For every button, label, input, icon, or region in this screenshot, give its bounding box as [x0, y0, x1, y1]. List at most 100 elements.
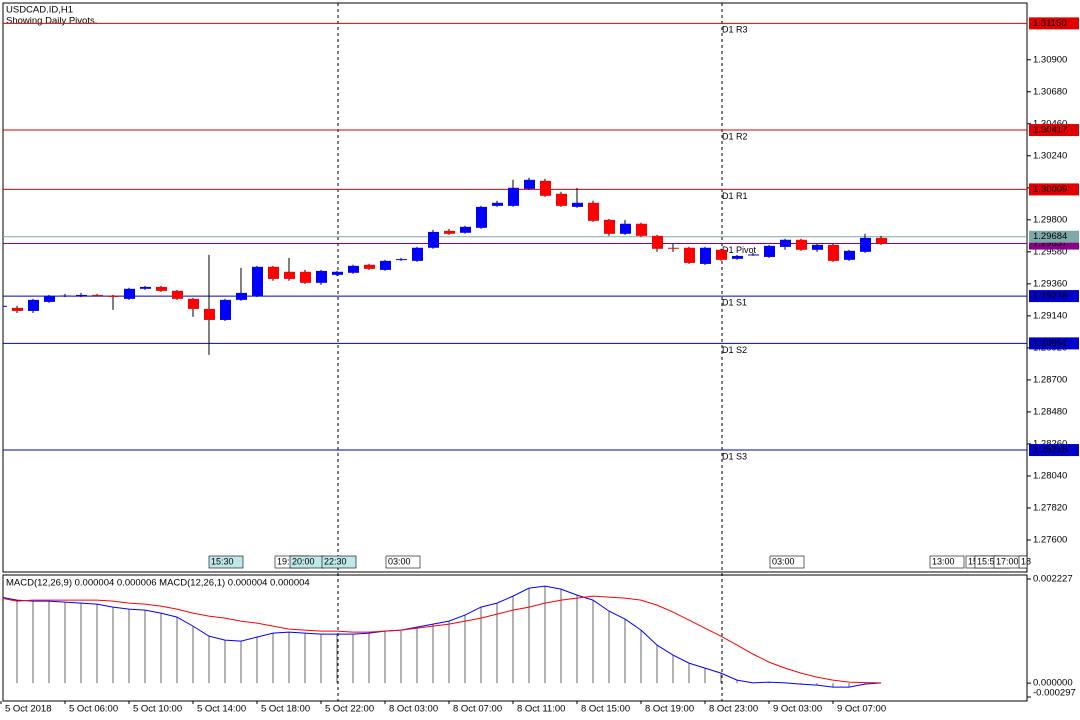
main-plot: D1 R3 D1 R2 D1 R1 D1 Pivot D1 S1 D1 S2 D1 S3 — [3, 22, 1027, 461]
pivot-name: D1 S1 — [722, 297, 747, 307]
time-marker-label: 18 — [1021, 556, 1031, 566]
candle-body — [476, 206, 487, 228]
candle-body — [812, 244, 823, 250]
time-marker-label: 19: — [277, 556, 290, 566]
candle-body — [540, 180, 551, 196]
x-tick-label: 8 Oct 23:00 — [709, 704, 758, 715]
candle-body — [492, 202, 503, 206]
signal-line — [3, 595, 882, 684]
candle-body — [796, 239, 807, 250]
y-tick-label: 1.30460 — [1033, 118, 1067, 129]
candle-body — [636, 223, 647, 236]
candle-body — [12, 307, 23, 311]
time-marker-label: 15:30 — [211, 556, 234, 566]
candle-body — [60, 295, 71, 297]
time-marker — [1018, 555, 1028, 569]
y-tick-label: 0.000000 — [1033, 678, 1073, 689]
x-tick-label: 8 Oct 03:00 — [389, 704, 438, 715]
x-tick-label: 5 Oct 22:00 — [325, 704, 374, 715]
x-tick-label: 5 Oct 10:00 — [133, 704, 182, 715]
x-tick-label: 9 Oct 07:00 — [837, 704, 886, 715]
candle-body — [732, 255, 743, 259]
candle-body — [3, 305, 7, 307]
symbol: USDCAD.ID,H1 — [6, 5, 73, 16]
y-tick-label: 1.28260 — [1033, 438, 1067, 449]
price-box — [1029, 17, 1079, 30]
candle-body — [860, 237, 871, 252]
candle-body — [412, 247, 423, 261]
x-tick-label: 5 Oct 2018 — [5, 704, 51, 715]
y-tick-label: 1.27820 — [1033, 502, 1067, 513]
candle-body — [76, 294, 87, 296]
price-box-label: 1.28218 — [1033, 445, 1067, 456]
candle-body — [556, 193, 567, 206]
x-tick-label: 8 Oct 15:00 — [581, 704, 630, 715]
macd-plot — [3, 585, 882, 688]
y-tick-label: 1.29800 — [1033, 214, 1067, 225]
candle-body — [700, 247, 711, 264]
price-box-label: 1.30417 — [1033, 125, 1067, 136]
candle-body — [332, 271, 343, 275]
y-tick-label: 1.30240 — [1033, 150, 1067, 161]
price-box — [1029, 230, 1079, 243]
x-tick-label: 8 Oct 11:00 — [517, 704, 565, 715]
candle-body — [460, 226, 471, 233]
candle-body — [668, 247, 679, 249]
x-tick-label: 8 Oct 19:00 — [645, 704, 694, 715]
macd-pane — [2, 574, 1028, 702]
macd-title: MACD(12,26,9) 0.000004 0.000006 MACD(12,… — [6, 578, 310, 589]
y-tick-label: -0.000297 — [1033, 688, 1076, 699]
candle-body — [108, 295, 119, 297]
y-tick-label: 1.28040 — [1033, 470, 1067, 481]
candle-body — [652, 235, 663, 249]
candle-body — [28, 299, 39, 311]
pivot-name: D1 Pivot — [722, 245, 757, 255]
candle-body — [444, 230, 455, 234]
time-marker-label: 15 — [968, 556, 978, 566]
pivot-name: D1 R2 — [722, 131, 748, 141]
candle-body — [300, 271, 311, 283]
pivot-name: D1 S3 — [722, 451, 747, 461]
time-marker — [385, 555, 421, 569]
candle-body — [396, 259, 407, 261]
candle-body — [764, 245, 775, 257]
candle-body — [572, 202, 583, 207]
price-box-label: 1.29276 — [1033, 291, 1067, 302]
candle-body — [140, 286, 151, 289]
time-marker-label: 13:00 — [932, 556, 955, 566]
price-box — [1029, 183, 1079, 196]
candle-body — [316, 270, 327, 283]
candle-body — [748, 254, 759, 256]
y-tick-label: 0.002227 — [1033, 574, 1073, 585]
candle-body — [188, 298, 199, 309]
pivot-name: D1 R1 — [722, 191, 748, 201]
candle-body — [44, 295, 55, 302]
y-tick-label: 1.29360 — [1033, 278, 1067, 289]
candle-body — [684, 247, 695, 263]
candle-body — [828, 244, 839, 261]
candle-body — [124, 288, 135, 299]
candle-body — [268, 266, 279, 279]
candle-body — [156, 286, 167, 291]
candle-body — [252, 266, 263, 296]
candle-body — [844, 250, 855, 260]
y-tick-label: 1.28480 — [1033, 406, 1067, 417]
note: Showing Daily Pivots. — [6, 16, 97, 27]
candle-body — [92, 294, 103, 296]
y-tick-label: 1.29140 — [1033, 310, 1067, 321]
y-tick-label: 1.28700 — [1033, 374, 1067, 385]
y-tick-label: 1.29580 — [1033, 246, 1067, 257]
price-box-label: 1.31150 — [1033, 18, 1067, 29]
candle-body — [204, 308, 215, 320]
candle-body — [508, 187, 519, 206]
time-marker — [208, 555, 244, 569]
price-box — [1029, 337, 1079, 350]
candle-body — [284, 271, 295, 279]
pivot-name: D1 S2 — [722, 345, 747, 355]
time-marker-label: 20:00 — [292, 556, 315, 566]
candle-body — [524, 179, 535, 189]
price-box-label: 1.28951 — [1033, 338, 1067, 349]
y-tick-label: 1.30900 — [1033, 54, 1067, 65]
candle-body — [716, 249, 727, 260]
